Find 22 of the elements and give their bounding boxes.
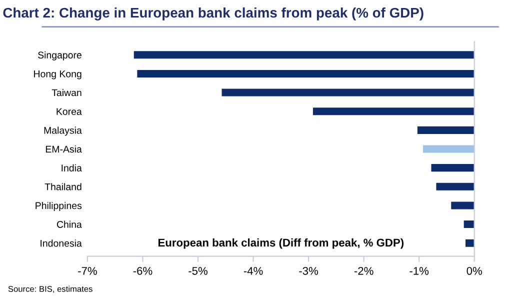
annotation: European bank claims (Diff from peak, % GDP) bbox=[158, 238, 404, 249]
y-tick-label: Indonesia bbox=[40, 240, 82, 247]
y-tick-label: China bbox=[56, 220, 82, 228]
x-tick-label: -2% bbox=[354, 266, 374, 275]
y-tick-label: Taiwan bbox=[52, 89, 82, 96]
x-tick-label: -4% bbox=[244, 267, 263, 275]
x-tick-label: -3% bbox=[299, 266, 318, 275]
x-tick-label: 0% bbox=[466, 266, 482, 275]
y-tick-label: Singapore bbox=[38, 51, 82, 60]
y-tick-label: India bbox=[62, 164, 82, 172]
y-tick-label: Philippines bbox=[36, 202, 82, 212]
x-tick-label: -7% bbox=[78, 267, 97, 275]
y-tick-label: Malaysia bbox=[44, 126, 82, 136]
source-note: Source: BIS, estimates bbox=[8, 286, 92, 293]
chart-title: Chart 2: Change in European bank claims from peak (% of GDP) bbox=[3, 7, 424, 20]
y-tick-label: Korea bbox=[56, 108, 82, 115]
y-tick-label: EM-Asia bbox=[46, 145, 82, 153]
y-tick-label: Hong Kong bbox=[34, 70, 82, 80]
x-tick-label: -1% bbox=[410, 267, 429, 275]
x-tick-label: -6% bbox=[133, 266, 152, 275]
y-tick-label: Thailand bbox=[44, 183, 82, 190]
x-tick-label: -5% bbox=[188, 267, 208, 275]
